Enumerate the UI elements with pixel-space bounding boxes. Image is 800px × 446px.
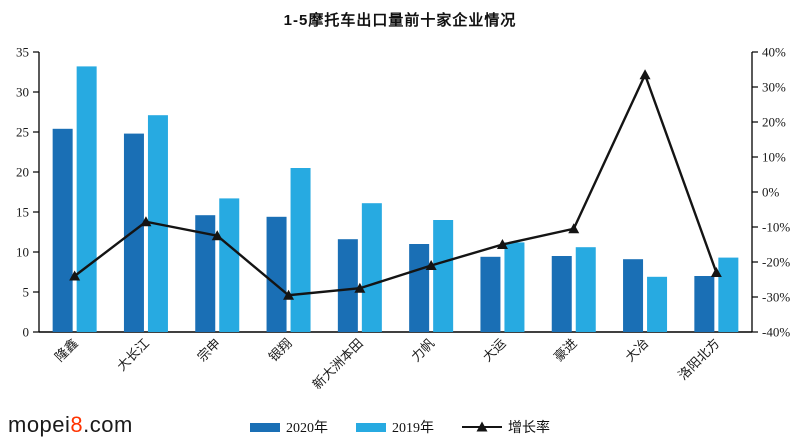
x-axis-label: 洛阳北方 [675,336,722,383]
bar-2020 [409,244,430,332]
growth-marker [639,69,651,80]
line-marker-icon [462,421,502,432]
x-axis-label: 大冶 [622,336,651,365]
x-axis-label: 银翔 [266,336,295,365]
x-axis-label: 宗申 [194,336,223,365]
left-axis-tick-label: 15 [16,205,29,220]
chart-title: 1-5摩托车出口量前十家企业情况 [283,12,517,29]
legend-label-2020: 2020年 [286,421,328,436]
x-axis-label: 隆鑫 [52,336,81,365]
bar-2019 [718,257,739,332]
bar-2019 [433,220,454,332]
right-axis-tick-label: 30% [762,80,786,95]
legend-swatch-2019 [356,422,386,432]
bar-2019 [361,203,382,332]
right-axis-tick-label: -30% [762,290,790,305]
bar-2019 [504,242,525,332]
bar-2020 [337,239,358,332]
left-axis-tick-label: 10 [16,245,29,260]
bar-2020 [123,133,144,332]
right-axis-tick-label: 20% [762,115,786,130]
right-axis-tick-label: 0% [762,185,780,200]
left-axis-tick-label: 5 [23,285,30,300]
bar-2020 [623,259,644,332]
watermark-text-3: .com [83,412,133,437]
growth-marker [568,223,580,234]
bar-2019 [290,168,311,332]
right-axis-tick-label: 10% [762,150,786,165]
bar-2020 [480,256,501,332]
left-axis-tick-label: 35 [16,45,29,60]
bar-2020 [195,215,216,332]
legend: 2020年 2019年 增长率 [0,417,800,437]
growth-marker [710,267,722,277]
watermark-text-1: mopei [8,412,71,437]
right-axis-tick-label: -10% [762,220,790,235]
legend-label-2019: 2019年 [392,421,434,436]
growth-marker [354,282,366,293]
legend-swatch-2020 [250,422,280,432]
right-axis-tick-label: -20% [762,255,790,270]
right-axis-tick-label: 40% [762,45,786,60]
watermark: mopei8.com [8,412,133,438]
left-axis-tick-label: 20 [16,165,29,180]
bar-2020 [551,256,572,332]
growth-marker [496,239,508,249]
watermark-text-2: 8 [70,412,84,437]
right-axis-tick-label: -40% [762,325,790,340]
x-axis-label: 大长江 [114,336,152,374]
bar-2020 [52,128,73,332]
growth-marker [69,270,81,281]
bar-2020 [694,276,715,332]
growth-marker [140,216,152,227]
left-axis-tick-label: 30 [16,85,29,100]
bar-2019 [219,198,240,332]
bar-2020 [266,216,287,332]
left-axis-tick-label: 25 [16,125,29,140]
bar-2019 [647,276,668,332]
bar-2019 [76,66,97,333]
x-axis-label: 豪进 [551,336,580,365]
x-axis-label: 力帆 [408,336,437,365]
growth-marker [211,230,223,241]
legend-item-2019: 2019年 [356,417,434,437]
x-axis-label: 新大洲本田 [309,336,366,393]
legend-label-growth-rate: 增长率 [508,421,550,436]
legend-item-2020: 2020年 [250,417,328,437]
legend-item-growth-rate: 增长率 [462,417,550,437]
x-axis-label: 大运 [480,336,509,365]
left-axis-tick-label: 0 [23,325,30,340]
bar-2019 [575,247,596,332]
growth-line [73,71,718,297]
growth-marker [425,260,437,270]
growth-marker [283,289,295,300]
